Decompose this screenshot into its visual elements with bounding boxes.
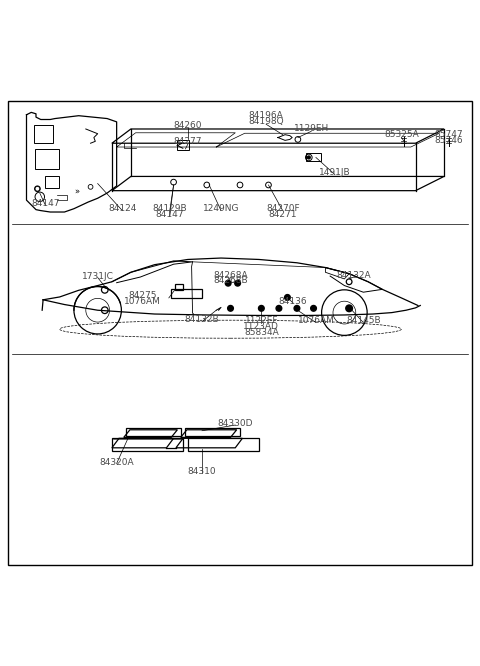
Text: 84310: 84310 <box>188 467 216 476</box>
Circle shape <box>225 280 231 286</box>
Text: 1076AM: 1076AM <box>298 316 335 325</box>
Text: 84268A: 84268A <box>213 270 248 280</box>
Text: 84132B: 84132B <box>185 315 219 324</box>
Bar <box>175 284 183 290</box>
Circle shape <box>228 306 233 311</box>
Bar <box>178 141 189 150</box>
Text: 1129EH: 1129EH <box>294 125 329 133</box>
Text: 84320A: 84320A <box>99 458 134 467</box>
Text: 85325A: 85325A <box>384 130 419 139</box>
Text: 85746: 85746 <box>434 137 463 145</box>
Bar <box>171 289 202 298</box>
Text: 84260: 84260 <box>174 121 202 130</box>
Text: 84330D: 84330D <box>217 419 253 428</box>
Circle shape <box>285 294 290 300</box>
Text: 1076AM: 1076AM <box>124 297 161 306</box>
Text: 84129B: 84129B <box>153 204 187 213</box>
Circle shape <box>294 306 300 311</box>
Text: 84275: 84275 <box>129 292 157 300</box>
Text: 84268B: 84268B <box>213 276 248 285</box>
Text: 1122EF: 1122EF <box>245 316 278 325</box>
Circle shape <box>276 306 282 311</box>
Text: 85834A: 85834A <box>244 328 279 336</box>
Bar <box>35 149 59 169</box>
Text: 84277: 84277 <box>174 137 202 146</box>
Text: 84145B: 84145B <box>346 316 381 325</box>
Text: 1491JB: 1491JB <box>319 168 351 177</box>
Text: 84196A: 84196A <box>249 111 284 120</box>
Bar <box>306 153 321 161</box>
Text: 84198Q: 84198Q <box>248 117 284 127</box>
Circle shape <box>346 305 352 312</box>
Text: 84132A: 84132A <box>336 270 371 280</box>
Text: »: » <box>74 188 79 196</box>
Text: 85747: 85747 <box>434 130 463 139</box>
Text: 84270F: 84270F <box>266 204 300 213</box>
Text: 84136: 84136 <box>279 297 308 306</box>
Circle shape <box>235 280 240 286</box>
Text: 1123AD: 1123AD <box>243 322 279 331</box>
Circle shape <box>307 156 310 159</box>
Text: 1731JC: 1731JC <box>82 272 114 280</box>
Circle shape <box>311 306 316 311</box>
Text: 84124: 84124 <box>108 204 136 213</box>
Bar <box>34 125 53 143</box>
Circle shape <box>259 306 264 311</box>
Text: 84147: 84147 <box>31 199 60 208</box>
Text: 84147: 84147 <box>156 210 184 219</box>
Text: 1249NG: 1249NG <box>203 204 239 213</box>
Text: 84271: 84271 <box>268 210 297 219</box>
Bar <box>45 176 59 188</box>
